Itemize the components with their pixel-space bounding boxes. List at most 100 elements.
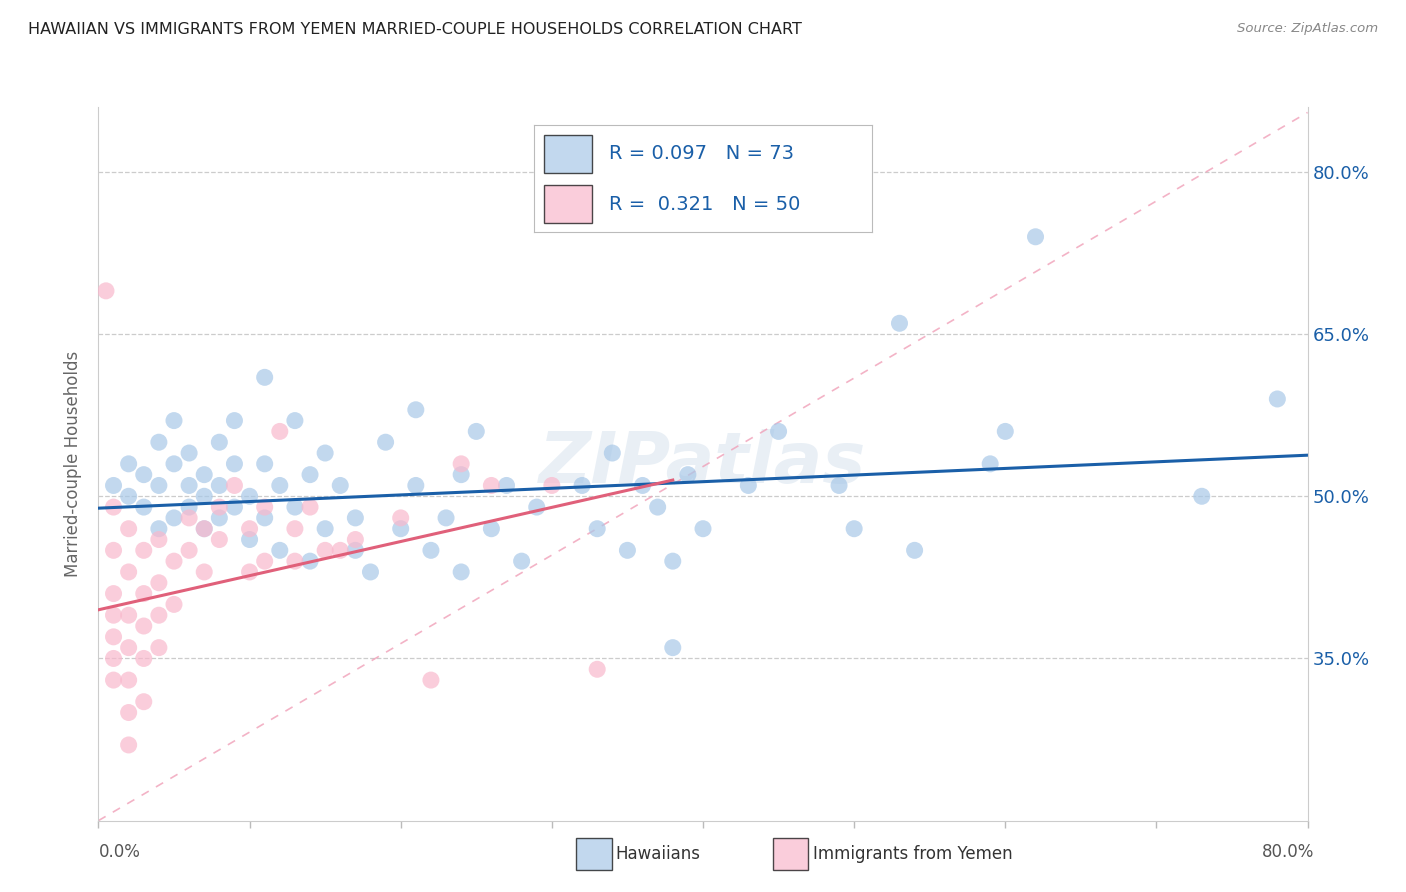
Point bbox=[239, 533, 262, 547]
Point bbox=[602, 446, 624, 460]
Point bbox=[118, 640, 141, 655]
Point bbox=[284, 554, 307, 568]
Point bbox=[481, 522, 503, 536]
Point bbox=[103, 543, 125, 558]
Point bbox=[979, 457, 1001, 471]
Point bbox=[193, 467, 215, 482]
Point bbox=[193, 522, 215, 536]
Point bbox=[103, 478, 125, 492]
Point bbox=[208, 533, 231, 547]
Point bbox=[132, 543, 155, 558]
Point bbox=[224, 414, 246, 428]
Point bbox=[434, 511, 457, 525]
Text: Source: ZipAtlas.com: Source: ZipAtlas.com bbox=[1237, 22, 1378, 36]
Point bbox=[662, 554, 685, 568]
Point bbox=[647, 500, 669, 514]
Point bbox=[1191, 489, 1213, 503]
Point bbox=[103, 651, 125, 665]
Point bbox=[904, 543, 927, 558]
Point bbox=[193, 522, 215, 536]
Point bbox=[148, 435, 170, 450]
Point bbox=[389, 511, 412, 525]
Text: HAWAIIAN VS IMMIGRANTS FROM YEMEN MARRIED-COUPLE HOUSEHOLDS CORRELATION CHART: HAWAIIAN VS IMMIGRANTS FROM YEMEN MARRIE… bbox=[28, 22, 801, 37]
Point bbox=[828, 478, 851, 492]
Point bbox=[405, 478, 427, 492]
Point bbox=[163, 414, 186, 428]
Point bbox=[253, 370, 276, 384]
Point bbox=[329, 543, 352, 558]
Point bbox=[344, 533, 367, 547]
Point bbox=[253, 554, 276, 568]
Point bbox=[103, 586, 125, 600]
Point bbox=[994, 425, 1017, 439]
FancyBboxPatch shape bbox=[544, 185, 592, 223]
Point bbox=[586, 522, 609, 536]
Point bbox=[314, 522, 336, 536]
Point bbox=[676, 467, 699, 482]
Point bbox=[284, 414, 307, 428]
Point bbox=[118, 565, 141, 579]
Point bbox=[103, 630, 125, 644]
Point bbox=[344, 511, 367, 525]
Point bbox=[193, 489, 215, 503]
Point bbox=[253, 457, 276, 471]
Point bbox=[510, 554, 533, 568]
Point bbox=[1267, 392, 1289, 406]
Point bbox=[299, 554, 322, 568]
Point bbox=[737, 478, 759, 492]
Point bbox=[148, 533, 170, 547]
Point bbox=[179, 446, 201, 460]
Point bbox=[405, 402, 427, 417]
Point bbox=[148, 608, 170, 623]
Point bbox=[132, 500, 155, 514]
Text: R = 0.097   N = 73: R = 0.097 N = 73 bbox=[609, 145, 793, 163]
Point bbox=[179, 478, 201, 492]
Point bbox=[179, 500, 201, 514]
FancyBboxPatch shape bbox=[544, 135, 592, 173]
Point bbox=[193, 565, 215, 579]
Point bbox=[132, 467, 155, 482]
Point bbox=[269, 478, 291, 492]
Text: Immigrants from Yemen: Immigrants from Yemen bbox=[813, 845, 1012, 863]
Point bbox=[420, 673, 443, 687]
Point bbox=[208, 435, 231, 450]
Y-axis label: Married-couple Households: Married-couple Households bbox=[65, 351, 83, 577]
Text: 0.0%: 0.0% bbox=[98, 843, 141, 861]
Point bbox=[389, 522, 412, 536]
Text: ZIPatlas: ZIPatlas bbox=[540, 429, 866, 499]
Point bbox=[314, 446, 336, 460]
Point bbox=[299, 500, 322, 514]
Point bbox=[208, 500, 231, 514]
Point bbox=[103, 608, 125, 623]
Point bbox=[118, 489, 141, 503]
Point bbox=[224, 478, 246, 492]
Point bbox=[420, 543, 443, 558]
Point bbox=[148, 478, 170, 492]
Point bbox=[692, 522, 714, 536]
Point bbox=[314, 543, 336, 558]
Point bbox=[163, 598, 186, 612]
Point bbox=[208, 478, 231, 492]
Point bbox=[360, 565, 382, 579]
Point bbox=[329, 478, 352, 492]
Point bbox=[889, 316, 911, 330]
Point bbox=[374, 435, 396, 450]
Point bbox=[526, 500, 548, 514]
Point bbox=[208, 511, 231, 525]
Point bbox=[253, 511, 276, 525]
Point bbox=[631, 478, 654, 492]
Point bbox=[450, 467, 472, 482]
Point bbox=[844, 522, 866, 536]
Point bbox=[239, 565, 262, 579]
Point bbox=[132, 586, 155, 600]
Point bbox=[103, 673, 125, 687]
Text: Hawaiians: Hawaiians bbox=[616, 845, 700, 863]
Point bbox=[118, 457, 141, 471]
Point bbox=[224, 500, 246, 514]
Text: 80.0%: 80.0% bbox=[1263, 843, 1315, 861]
Point bbox=[1024, 229, 1046, 244]
Point bbox=[224, 457, 246, 471]
Point bbox=[179, 511, 201, 525]
Point bbox=[148, 640, 170, 655]
Text: R =  0.321   N = 50: R = 0.321 N = 50 bbox=[609, 194, 800, 213]
